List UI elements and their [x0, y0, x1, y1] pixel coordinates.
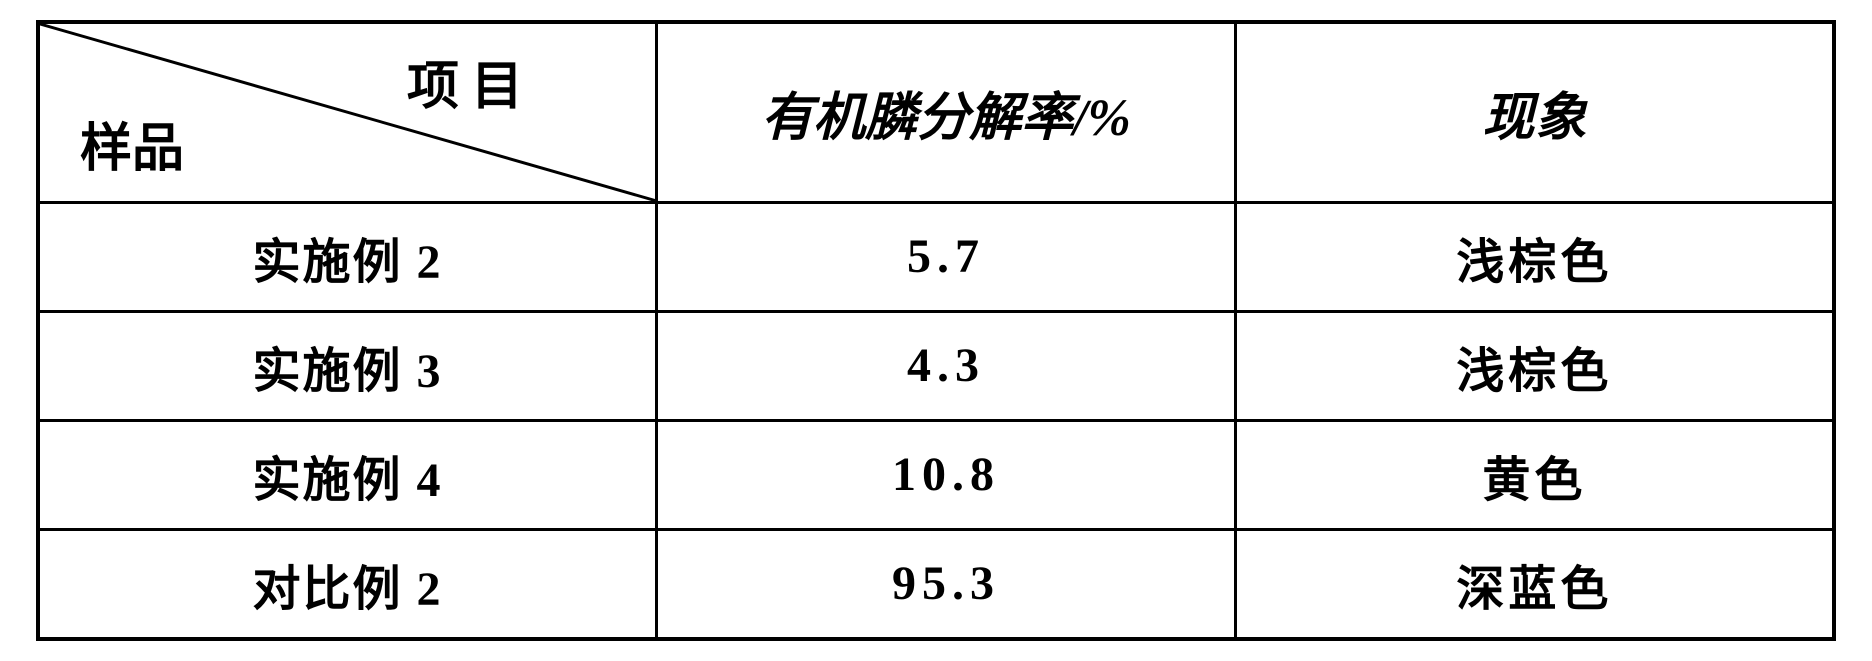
sample-cell: 对比例 2: [38, 529, 657, 639]
column-header-2: 有机膦分解率/%: [657, 22, 1236, 202]
phenomenon-cell: 深蓝色: [1235, 529, 1834, 639]
column-header-3: 现象: [1235, 22, 1834, 202]
header-top-label: 项目: [407, 44, 535, 119]
sample-cell: 实施例 2: [38, 202, 657, 311]
sample-cell: 实施例 3: [38, 311, 657, 420]
table-row: 实施例 4 10.8 黄色: [38, 420, 1834, 529]
table-row: 实施例 3 4.3 浅棕色: [38, 311, 1834, 420]
value-cell: 5.7: [657, 202, 1236, 311]
table-row: 实施例 2 5.7 浅棕色: [38, 202, 1834, 311]
sample-cell: 实施例 4: [38, 420, 657, 529]
table-row: 对比例 2 95.3 深蓝色: [38, 529, 1834, 639]
header-row: 项目 样品 有机膦分解率/% 现象: [38, 22, 1834, 202]
value-cell: 95.3: [657, 529, 1236, 639]
table-container: 项目 样品 有机膦分解率/% 现象 实施例 2 5.7 浅棕色 实施例 3 4.…: [36, 20, 1836, 641]
data-table: 项目 样品 有机膦分解率/% 现象 实施例 2 5.7 浅棕色 实施例 3 4.…: [36, 20, 1836, 641]
value-cell: 4.3: [657, 311, 1236, 420]
phenomenon-cell: 浅棕色: [1235, 202, 1834, 311]
header-bottom-label: 样品: [80, 106, 184, 181]
diagonal-header-cell: 项目 样品: [38, 22, 657, 202]
phenomenon-cell: 黄色: [1235, 420, 1834, 529]
value-cell: 10.8: [657, 420, 1236, 529]
phenomenon-cell: 浅棕色: [1235, 311, 1834, 420]
